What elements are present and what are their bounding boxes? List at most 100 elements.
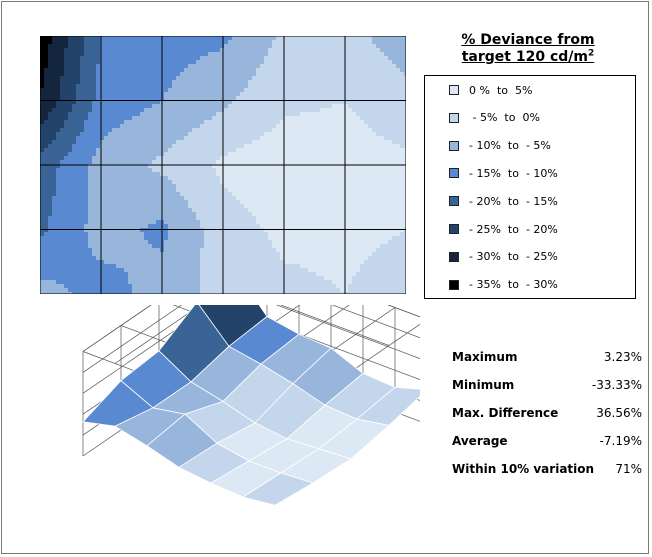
contour-cell [48,76,53,81]
contour-cell [264,60,269,65]
contour-cell [264,200,269,205]
contour-cell [296,112,301,117]
contour-cell [304,188,309,193]
contour-cell [76,216,81,221]
contour-cell [256,200,261,205]
contour-cell [256,208,261,213]
contour-cell [88,76,93,81]
contour-cell [44,140,49,145]
contour-cell [400,72,405,77]
contour-cell [204,76,209,81]
contour-cell [316,156,321,161]
contour-cell [288,112,293,117]
contour-cell [312,180,317,185]
contour-cell [132,148,137,153]
contour-cell [268,72,273,77]
contour-cell [248,36,253,41]
contour-cell [240,76,245,81]
contour-cell [84,200,89,205]
contour-cell [44,164,49,169]
contour-cell [100,108,105,113]
contour-cell [276,112,281,117]
contour-cell [248,232,253,237]
contour-cell [392,96,397,101]
contour-cell [188,96,193,101]
contour-cell [364,76,369,81]
contour-cell [136,220,141,225]
contour-cell [380,148,385,153]
contour-cell [128,240,133,245]
contour-cell [320,104,325,109]
contour-cell [180,244,185,249]
contour-cell [232,192,237,197]
contour-cell [368,128,373,133]
contour-cell [72,88,77,93]
contour-cell [300,184,305,189]
contour-cell [92,108,97,113]
contour-cell [384,196,389,201]
contour-cell [132,136,137,141]
contour-cell [112,108,117,113]
contour-cell [128,220,133,225]
contour-cell [356,128,361,133]
contour-cell [112,132,117,137]
contour-cell [128,248,133,253]
contour-cell [96,168,101,173]
contour-cell [284,100,289,105]
contour-cell [372,184,377,189]
contour-cell [132,208,137,213]
contour-cell [180,52,185,57]
contour-cell [128,40,133,45]
contour-cell [192,152,197,157]
contour-cell [84,232,89,237]
contour-cell [356,52,361,57]
contour-cell [184,40,189,45]
contour-cell [304,176,309,181]
contour-cell [216,36,221,41]
contour-cell [284,52,289,57]
contour-cell [352,216,357,221]
contour-cell [76,252,81,257]
contour-cell [180,212,185,217]
contour-cell [404,92,406,97]
contour-cell [40,64,45,69]
contour-cell [140,52,145,57]
contour-cell [212,156,217,161]
contour-cell [176,92,181,97]
contour-cell [380,136,385,141]
contour-cell [204,216,209,221]
contour-cell [60,44,65,49]
contour-cell [200,188,205,193]
contour-cell [328,48,333,53]
contour-cell [152,252,157,257]
contour-cell [152,44,157,49]
contour-cell [260,224,265,229]
contour-cell [344,196,349,201]
contour-cell [48,252,53,257]
contour-cell [168,224,173,229]
contour-cell [136,184,141,189]
contour-cell [240,224,245,229]
contour-cell [208,124,213,129]
contour-cell [268,36,273,41]
contour-cell [144,92,149,97]
contour-cell [340,148,345,153]
contour-cell [216,244,221,249]
contour-cell [64,100,69,105]
contour-cell [388,128,393,133]
contour-cell [76,48,81,53]
contour-cell [320,136,325,141]
contour-cell [400,84,405,89]
contour-cell [76,240,81,245]
contour-cell [292,196,297,201]
contour-cell [112,64,117,69]
contour-cell [364,220,369,225]
contour-cell [140,48,145,53]
contour-cell [380,192,385,197]
contour-cell [116,184,121,189]
contour-cell [132,84,137,89]
contour-cell [344,40,349,45]
contour-cell [396,84,401,89]
contour-cell [296,168,301,173]
contour-cell [60,196,65,201]
